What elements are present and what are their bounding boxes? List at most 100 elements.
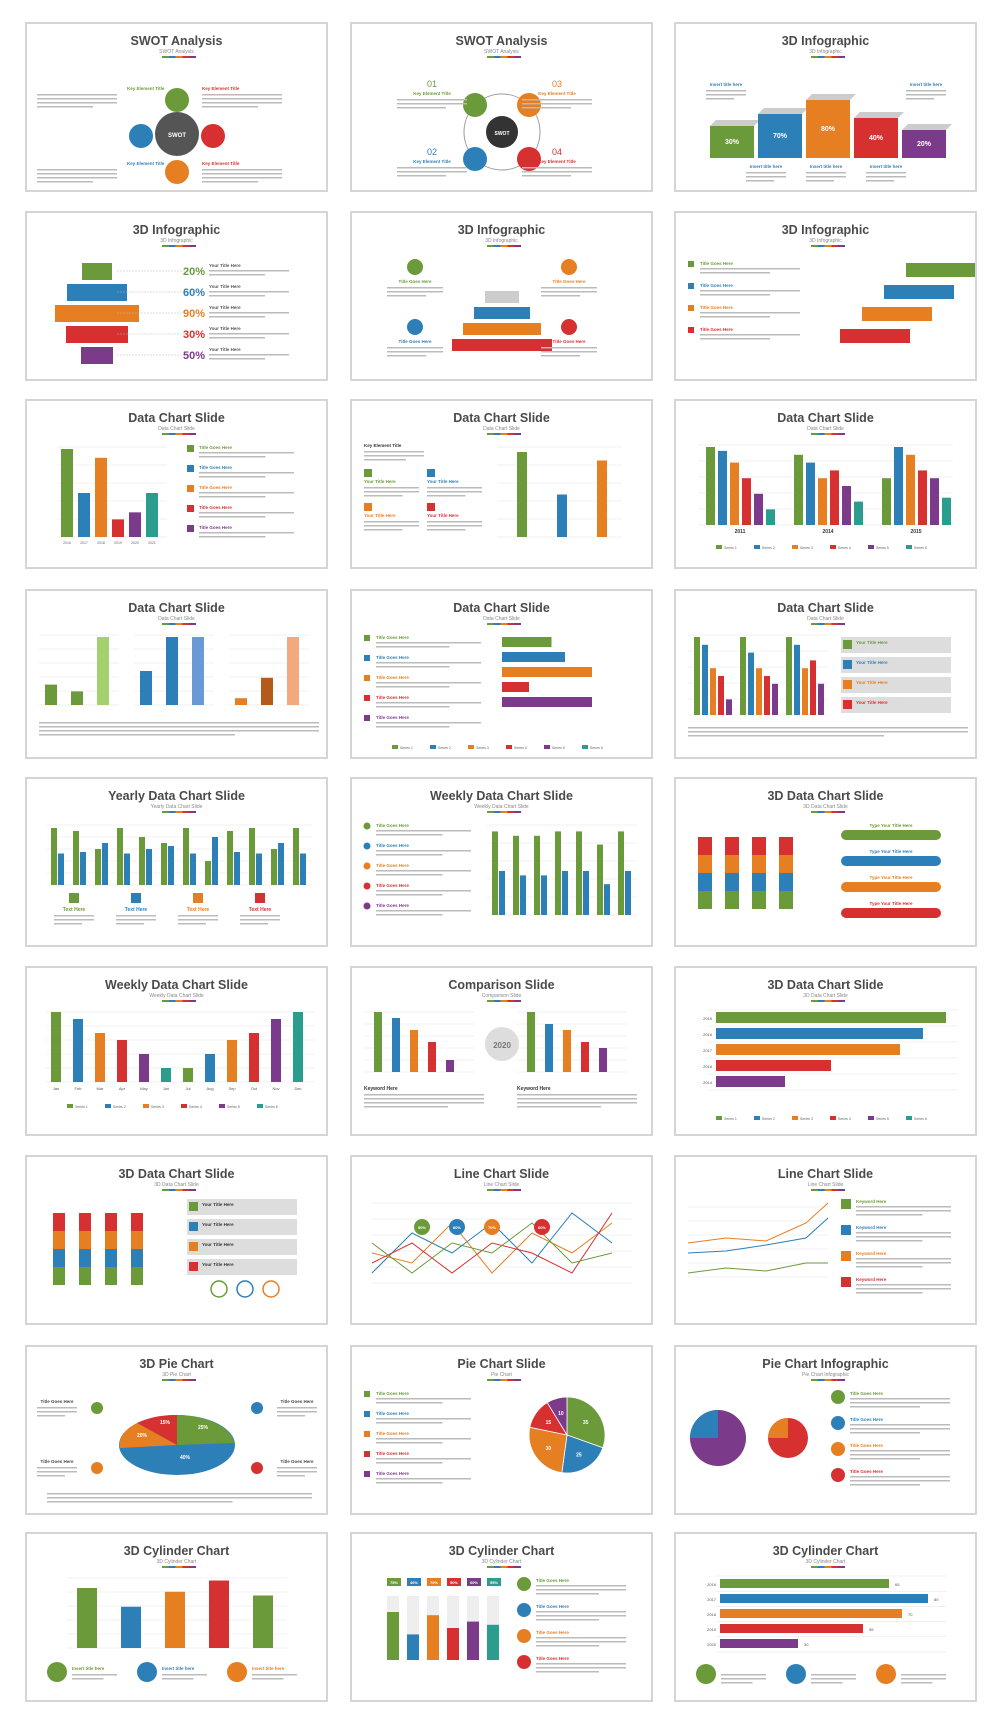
keyword-title: Keyword Here — [517, 1086, 551, 1092]
legend-swatch — [219, 1104, 225, 1108]
slide-thumbnail[interactable]: 3D Cylinder Chart 3D Cylinder Chart 2016 65… — [674, 1532, 977, 1702]
body-text-line — [209, 312, 289, 314]
chart-bar — [583, 871, 589, 915]
stack-segment — [752, 837, 766, 855]
rainbow-divider — [487, 56, 521, 58]
slide-thumbnail[interactable]: 3D Data Chart Slide 3D Data Chart Slide Ty… — [674, 777, 977, 947]
body-text-line — [850, 1450, 950, 1452]
info-box — [841, 637, 951, 653]
slide-subtitle: 3D Infographic — [485, 238, 518, 244]
chart-bar — [534, 835, 540, 915]
checkbox-icon — [364, 635, 370, 641]
slide-thumbnail[interactable]: 3D Infographic 3D Infographic 20% Your Titl… — [25, 211, 328, 381]
body-text-line — [376, 894, 443, 896]
body-text-line — [376, 646, 450, 648]
slide-thumbnail[interactable]: SWOT Analysis SWOT Analysis SWOT Key Elemen… — [25, 22, 328, 192]
slide-graphic — [39, 634, 319, 736]
body-text-line — [517, 1094, 637, 1096]
slide-title: Yearly Data Chart Slide — [108, 789, 245, 803]
slide-thumbnail[interactable]: Yearly Data Chart Slide Yearly Data Chart… — [25, 777, 328, 947]
checkbox-icon — [364, 1471, 370, 1477]
legend-label: Series 4 — [838, 1117, 851, 1121]
slide-thumbnail[interactable]: Data Chart Slide Data Chart Slide Your Tit… — [674, 589, 977, 759]
slide-thumbnail[interactable]: Data Chart Slide Data Chart Slide Key Elem… — [350, 399, 653, 569]
slide-title: 3D Cylinder Chart — [772, 1544, 879, 1558]
body-text-line — [376, 1398, 471, 1400]
stack-segment — [698, 837, 712, 855]
slide-thumbnail[interactable]: Weekly Data Chart Slide Weekly Data Chart… — [350, 777, 653, 947]
stack-layer — [66, 326, 128, 343]
chart-bar — [249, 828, 255, 885]
series-line — [371, 1222, 613, 1274]
chart-bar — [51, 828, 57, 885]
body-text-line — [806, 176, 846, 178]
checkbox-icon — [364, 1451, 370, 1457]
slide-body: Title Goes Here Title Goes Here Title Goes… — [352, 815, 651, 945]
body-text-line — [376, 914, 443, 916]
chart-bar — [261, 677, 273, 705]
item-title: Type Your Title Here — [870, 875, 913, 880]
chart-bar — [720, 1609, 902, 1618]
slide-thumbnail[interactable]: SWOT Analysis SWOT Analysis SWOT 01 Key Elem… — [350, 22, 653, 192]
slide-thumbnail[interactable]: Pie Chart Slide Pie Chart Title Goes Here T… — [350, 1345, 653, 1515]
swot-element-title: Key Element Title — [202, 86, 240, 91]
slide-thumbnail[interactable]: Comparison Slide Comparison Slide 2020 Keyw… — [350, 966, 653, 1136]
chart-bar — [492, 831, 498, 915]
item-title: Title Goes Here — [536, 1656, 569, 1661]
slide-thumbnail[interactable]: 3D Infographic 3D Infographic Title Goes H… — [674, 211, 977, 381]
body-text-line — [202, 102, 282, 104]
body-text-line — [209, 291, 289, 293]
item-title: Your Title Here — [856, 640, 888, 645]
month-label: Apr — [119, 1086, 126, 1091]
slide-subtitle: 3D Infographic — [160, 238, 193, 244]
slide-subtitle: SWOT Analysis — [484, 49, 519, 55]
chart-bar — [78, 493, 90, 537]
slide-thumbnail[interactable]: 3D Cylinder Chart 3D Cylinder Chart Insert… — [25, 1532, 328, 1702]
stack-title: Your Title Here — [209, 284, 241, 289]
body-text-line — [706, 90, 746, 92]
slide-thumbnail[interactable]: Data Chart Slide Data Chart Slide 2016 2017… — [25, 399, 328, 569]
slide-thumbnail[interactable]: Data Chart Slide Data Chart Slide — [25, 589, 328, 759]
slide-thumbnail[interactable]: 3D Infographic 3D Infographic 30% 70% 80% 40%… — [674, 22, 977, 192]
body-text-line — [427, 495, 466, 497]
slide-thumbnail[interactable]: 3D Data Chart Slide 3D Data Chart Slide 20… — [674, 966, 977, 1136]
pill-box — [841, 856, 941, 866]
body-text-line — [541, 351, 597, 353]
cylinder-segment — [79, 1213, 91, 1231]
infographic-block — [854, 118, 898, 158]
slide-thumbnail[interactable]: Line Chart Slide Line Chart Slide 90% 80% 70… — [350, 1155, 653, 1325]
month-label: Aug — [206, 1086, 213, 1091]
rainbow-divider — [487, 1566, 521, 1568]
month-label: Mar — [97, 1086, 105, 1091]
series-line — [371, 1222, 613, 1274]
chart-bar — [513, 835, 519, 915]
legend-label: Series 6 — [590, 746, 603, 750]
stack-segment — [752, 891, 766, 909]
slide-subtitle: 3D Cylinder Chart — [805, 1559, 846, 1565]
slide-thumbnail[interactable]: 3D Pie Chart 3D Pie Chart 25% 20% 15% 40% Titl… — [25, 1345, 328, 1515]
stack-value: 30% — [183, 329, 205, 341]
chart-bar — [117, 828, 123, 885]
slide-thumbnail[interactable]: 3D Cylinder Chart 3D Cylinder Chart 75% 40%… — [350, 1532, 653, 1702]
body-text-line — [700, 312, 800, 314]
body-text-line — [856, 1262, 951, 1264]
slide-thumbnail[interactable]: 3D Infographic 3D Infographic Title Goes H… — [350, 211, 653, 381]
body-text-line — [721, 1682, 753, 1684]
slide-body: Title Goes Here Title Goes Here Title Goes… — [676, 249, 975, 379]
stack-segment — [779, 891, 793, 909]
body-text-line — [427, 491, 482, 493]
body-text-line — [376, 1462, 443, 1464]
slide-thumbnail[interactable]: Pie Chart Infographic Pie Chart Infograph… — [674, 1345, 977, 1515]
body-text-line — [522, 99, 592, 101]
chart-bar — [139, 1054, 149, 1082]
slide-thumbnail[interactable]: Data Chart Slide Data Chart Slide Title Go… — [350, 589, 653, 759]
body-text-line — [850, 1480, 950, 1482]
slide-thumbnail[interactable]: 3D Data Chart Slide 3D Data Chart Slide Yo… — [25, 1155, 328, 1325]
body-text-line — [47, 1501, 233, 1503]
slide-thumbnail[interactable]: Line Chart Slide Line Chart Slide Keyword … — [674, 1155, 977, 1325]
slide-thumbnail[interactable]: Data Chart Slide Data Chart Slide 2011 2014… — [674, 399, 977, 569]
slide-thumbnail[interactable]: Weekly Data Chart Slide Weekly Data Chart… — [25, 966, 328, 1136]
body-text-line — [364, 455, 424, 457]
legend-swatch — [544, 745, 550, 749]
body-text-line — [116, 919, 156, 921]
